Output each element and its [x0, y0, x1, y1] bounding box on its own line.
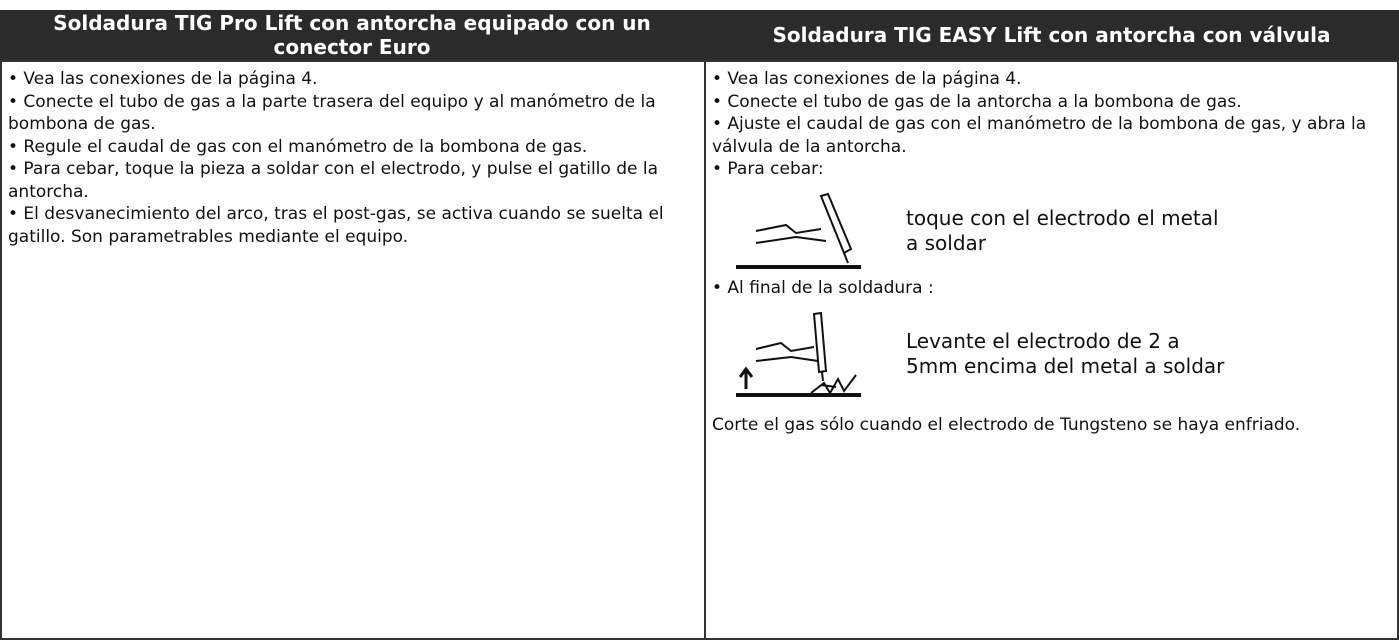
item: • Conecte el tubo de gas a la parte tras… [8, 91, 656, 135]
item: • Para cebar: [712, 159, 824, 179]
strike-figure: toque con el electrodo el metal a soldar [712, 191, 1391, 271]
lift-caption: Levante el electrodo de 2 a 5mm encima d… [906, 329, 1225, 378]
header-right: Soldadura TIG EASY Lift con antorcha con… [704, 10, 1399, 60]
item: • El desvanecimiento del arco, tras el p… [8, 204, 664, 247]
strike-caption: toque con el electrodo el metal a soldar [906, 205, 1219, 255]
item: • Conecte el tubo de gas de la antorcha … [712, 91, 1242, 112]
strike-icon [736, 192, 861, 269]
item: • Ajuste el caudal de gas con el manómet… [712, 114, 1367, 157]
header-left: Soldadura TIG Pro Lift con antorcha equi… [0, 10, 704, 60]
note: Corte el gas sólo cuando el electrodo de… [712, 415, 1301, 435]
right-cell: • Vea las conexiones de la página 4. • C… [704, 60, 1399, 640]
item: • Para cebar, toque la pieza a soldar co… [8, 159, 659, 202]
item: • Regule el caudal de gas con el manómet… [8, 136, 588, 157]
item: • Al final de la soldadura : [712, 277, 934, 298]
item: • Vea las conexiones de la página 4. [712, 69, 1022, 89]
lift-figure: Levante el electrodo de 2 a 5mm encima d… [712, 309, 1391, 399]
item: • Vea las conexiones de la página 4. [8, 69, 318, 89]
left-cell: • Vea las conexiones de la página 4. • C… [0, 60, 706, 640]
lift-icon [736, 311, 861, 397]
